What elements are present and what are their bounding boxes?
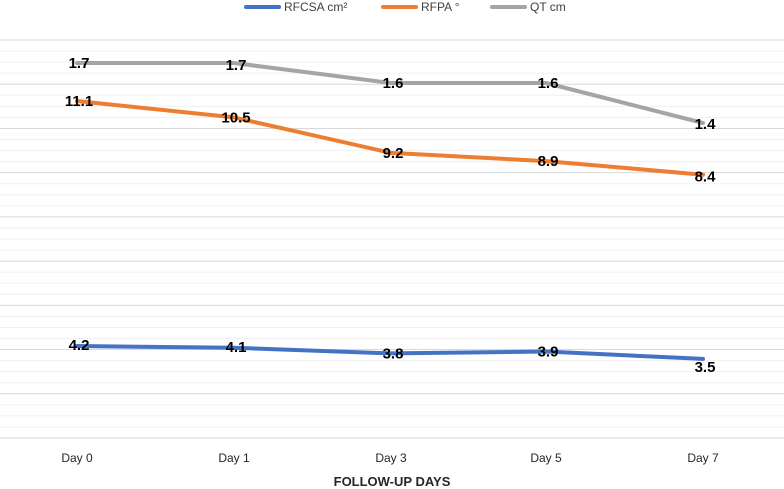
data-label: 3.8 (383, 345, 404, 362)
legend-label: RFPA ° (421, 0, 460, 14)
data-label: 1.6 (383, 75, 404, 92)
legend-label: RFCSA cm² (284, 0, 347, 14)
legend-label: QT cm (530, 0, 566, 14)
x-tick-label: Day 1 (218, 451, 250, 465)
data-label: 3.9 (538, 344, 559, 361)
x-tick-label: Day 3 (375, 451, 407, 465)
gridlines (0, 39, 784, 428)
data-label: 10.5 (221, 109, 250, 126)
data-labels: 4.2 4.1 3.8 3.9 3.5 11.1 10.5 9.2 8.9 8.4 1.7 1.7 1.… (65, 55, 716, 376)
x-axis-title: FOLLOW-UP DAYS (334, 474, 451, 489)
data-label: 8.9 (538, 153, 559, 170)
x-tick-label: Day 5 (530, 451, 562, 465)
data-label: 8.4 (695, 169, 717, 186)
data-label: 1.7 (69, 55, 90, 72)
data-label: 4.2 (69, 337, 90, 354)
data-label: 3.5 (695, 359, 716, 376)
series-lines (75, 61, 705, 361)
legend: RFCSA cm² RFPA ° QT cm (244, 0, 566, 14)
data-label: 9.2 (383, 145, 404, 162)
x-tick-label: Day 0 (61, 451, 93, 465)
data-label: 1.6 (538, 75, 559, 92)
data-label: 1.7 (226, 57, 247, 74)
x-tick-label: Day 7 (687, 451, 719, 465)
series-line (75, 61, 705, 125)
series-line (75, 99, 705, 177)
data-label: 1.4 (695, 116, 717, 133)
data-label: 11.1 (65, 93, 93, 110)
data-label: 4.1 (226, 339, 247, 356)
x-axis-ticks: Day 0 Day 1 Day 3 Day 5 Day 7 (61, 451, 719, 465)
series-line (75, 344, 705, 361)
